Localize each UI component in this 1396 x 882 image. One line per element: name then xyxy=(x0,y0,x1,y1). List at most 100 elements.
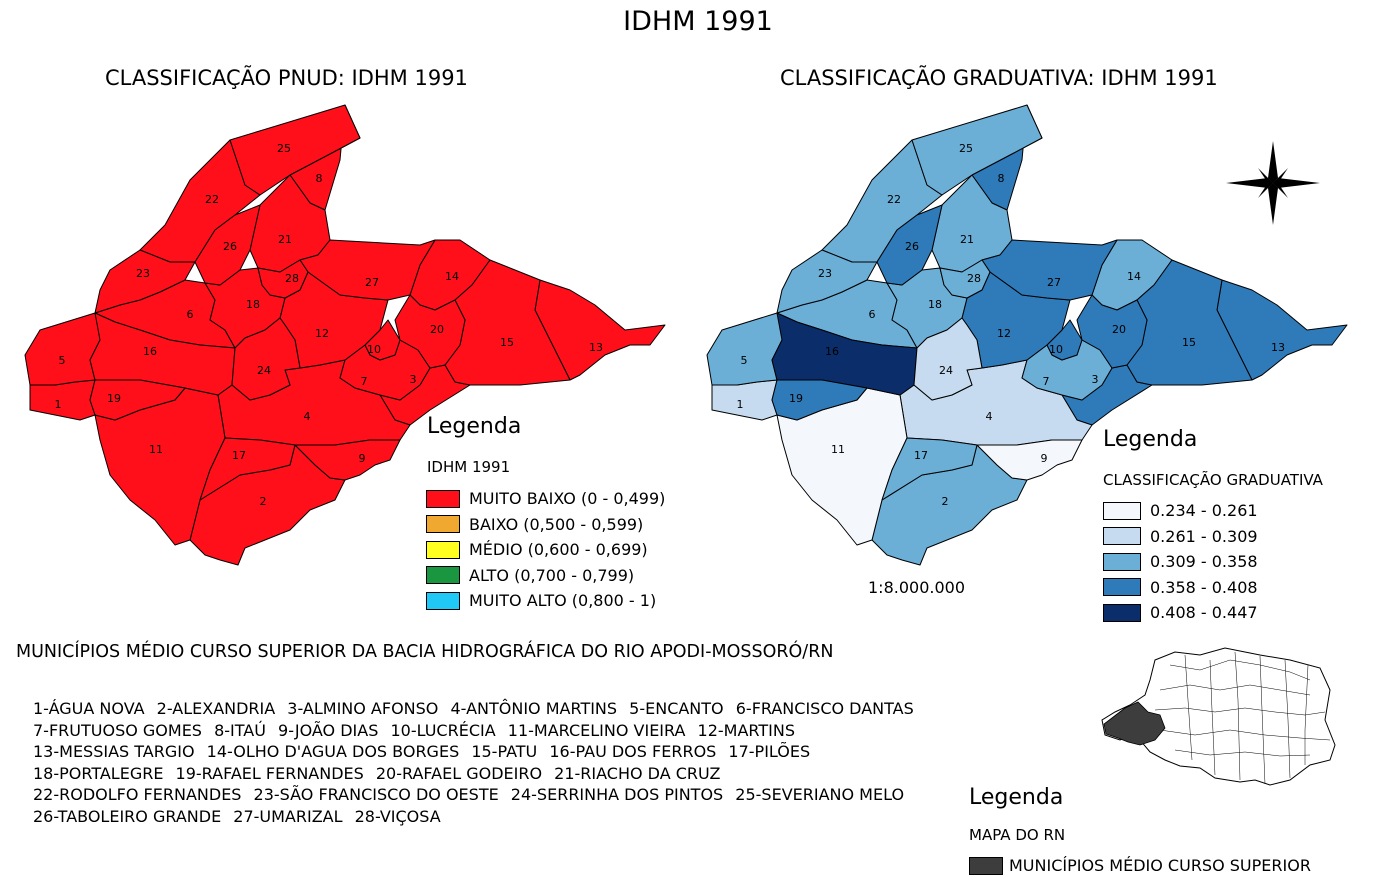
legend-item: MÉDIO (0,600 - 0,699) xyxy=(426,537,665,563)
municipality-label-27: 27 xyxy=(1047,276,1061,289)
municipality-entry: 12-MARTINS xyxy=(697,720,795,740)
municipality-label-24: 24 xyxy=(939,364,953,377)
municipality-25 xyxy=(911,104,1043,196)
municipality-label-1: 1 xyxy=(737,398,744,411)
municipality-label-9: 9 xyxy=(1041,452,1048,465)
municipality-label-23: 23 xyxy=(136,267,150,280)
municipality-entry: 15-PATU xyxy=(471,742,538,761)
municipality-entry: 6-FRANCISCO DANTAS xyxy=(735,699,914,718)
rn-locator-map xyxy=(1101,647,1336,786)
legend-label: 0.261 - 0.309 xyxy=(1150,526,1258,546)
municipality-16 xyxy=(771,312,918,396)
municipality-17 xyxy=(199,437,296,501)
municipality-9 xyxy=(294,439,401,481)
municipality-label-16: 16 xyxy=(143,345,157,358)
municipality-label-28: 28 xyxy=(967,272,981,285)
municipality-10 xyxy=(364,319,401,361)
legend-swatch xyxy=(426,566,460,585)
municipality-entry: 17-PILÕES xyxy=(728,742,811,761)
municipality-9 xyxy=(976,439,1083,481)
municipality-label-6: 6 xyxy=(187,308,194,321)
left-map-title: CLASSIFICAÇÃO PNUD: IDHM 1991 xyxy=(105,66,468,90)
municipality-entry: 13-MESSIAS TARGIO xyxy=(33,742,195,761)
municipality-label-15: 15 xyxy=(500,336,514,349)
municipality-entry: 27-UMARIZAL xyxy=(233,806,343,826)
right-legend-heading: Legenda xyxy=(1103,427,1198,452)
municipality-label-19: 19 xyxy=(789,392,803,405)
legend-swatch xyxy=(969,856,1003,875)
municipality-label-15: 15 xyxy=(1182,336,1196,349)
municipality-entry: 3-ALMINO AFONSO xyxy=(287,699,439,718)
municipality-28 xyxy=(939,259,991,299)
municipality-entry: 28-VIÇOSA xyxy=(354,806,441,826)
legend-label: 0.358 - 0.408 xyxy=(1150,577,1258,597)
municipality-entry: 23-SÃO FRANCISCO DO OESTE xyxy=(253,785,499,804)
municipality-label-25: 25 xyxy=(277,142,291,155)
municipality-entry: 21-RIACHO DA CRUZ xyxy=(554,763,721,783)
municipality-label-22: 22 xyxy=(205,193,219,206)
locator-legend-subtitle: MAPA DO RN xyxy=(969,826,1066,844)
municipality-entry: 8-ITAÚ xyxy=(214,720,266,740)
municipality-16 xyxy=(89,312,236,396)
municipality-20 xyxy=(1076,294,1148,369)
municipality-23 xyxy=(776,249,878,314)
municipality-entry: 22-RODOLFO FERNANDES xyxy=(33,785,242,804)
legend-item: BAIXO (0,500 - 0,599) xyxy=(426,512,665,538)
municipality-entry: 10-LUCRÉCIA xyxy=(390,720,496,740)
municipality-10 xyxy=(1046,319,1083,361)
municipality-entry: 11-MARCELINO VIEIRA xyxy=(507,720,686,740)
municipality-entry: 25-SEVERIANO MELO xyxy=(735,785,905,804)
scale-label: 1:8.000.000 xyxy=(868,578,965,597)
municipality-label-8: 8 xyxy=(316,172,323,185)
municipality-24 xyxy=(913,317,983,401)
municipality-label-14: 14 xyxy=(1127,270,1141,283)
municipality-label-8: 8 xyxy=(998,172,1005,185)
municipality-24 xyxy=(231,317,301,401)
municipality-label-24: 24 xyxy=(257,364,271,377)
legend-label: MUNICÍPIOS MÉDIO CURSO SUPERIOR xyxy=(1009,856,1311,875)
municipality-entry: 18-PORTALEGRE xyxy=(33,763,164,783)
legend-swatch xyxy=(1103,578,1141,597)
north-arrow-icon xyxy=(1226,141,1320,225)
municipality-label-28: 28 xyxy=(285,272,299,285)
legend-label: ALTO (0,700 - 0,799) xyxy=(469,565,635,585)
legend-label: 0.309 - 0.358 xyxy=(1150,552,1258,572)
municipality-entry: 24-SERRINHA DOS PINTOS xyxy=(510,785,724,804)
legend-item: 0.261 - 0.309 xyxy=(1103,524,1258,550)
municipality-entry: 1-ÁGUA NOVA xyxy=(33,699,145,718)
legend-label: MUITO ALTO (0,800 - 1) xyxy=(469,591,657,611)
municipality-label-13: 13 xyxy=(1271,341,1285,354)
municipality-label-20: 20 xyxy=(1112,323,1126,336)
municipality-entry: 5-ENCANTO xyxy=(629,699,724,718)
legend-item: MUITO ALTO (0,800 - 1) xyxy=(426,588,665,614)
municipality-label-18: 18 xyxy=(246,298,260,311)
municipality-label-25: 25 xyxy=(959,142,973,155)
right-legend-subtitle: CLASSIFICAÇÃO GRADUATIVA xyxy=(1103,471,1323,489)
municipality-label-14: 14 xyxy=(445,270,459,283)
legend-label: 0.234 - 0.261 xyxy=(1150,501,1258,521)
municipality-label-18: 18 xyxy=(928,298,942,311)
municipality-label-5: 5 xyxy=(59,354,66,367)
left-map: 1234567891011121314151617181920212223242… xyxy=(24,104,666,566)
municipality-label-9: 9 xyxy=(359,452,366,465)
municipality-19 xyxy=(771,379,868,421)
legend-label: MUITO BAIXO (0 - 0,499) xyxy=(469,489,666,509)
legend-swatch xyxy=(1103,501,1141,520)
legend-item: 0.234 - 0.261 xyxy=(1103,498,1258,524)
municipality-label-6: 6 xyxy=(869,308,876,321)
legend-swatch xyxy=(1103,603,1141,622)
municipality-list: 1-ÁGUA NOVA 2-ALEXANDRIA 3-ALMINO AFONSO… xyxy=(33,698,928,827)
municipality-26 xyxy=(194,204,261,286)
main-title: IDHM 1991 xyxy=(623,6,773,37)
legend-swatch xyxy=(426,591,460,610)
locator-legend-heading: Legenda xyxy=(969,785,1064,810)
municipality-label-13: 13 xyxy=(589,341,603,354)
municipality-entry: 2-ALEXANDRIA xyxy=(156,699,276,718)
municipality-entry: 14-OLHO D'AGUA DOS BORGES xyxy=(206,742,460,761)
municipality-label-2: 2 xyxy=(260,495,267,508)
municipality-label-2: 2 xyxy=(942,495,949,508)
municipality-1 xyxy=(711,379,778,421)
municipality-entry: 20-RAFAEL GODEIRO xyxy=(375,763,543,783)
legend-swatch xyxy=(426,515,460,534)
